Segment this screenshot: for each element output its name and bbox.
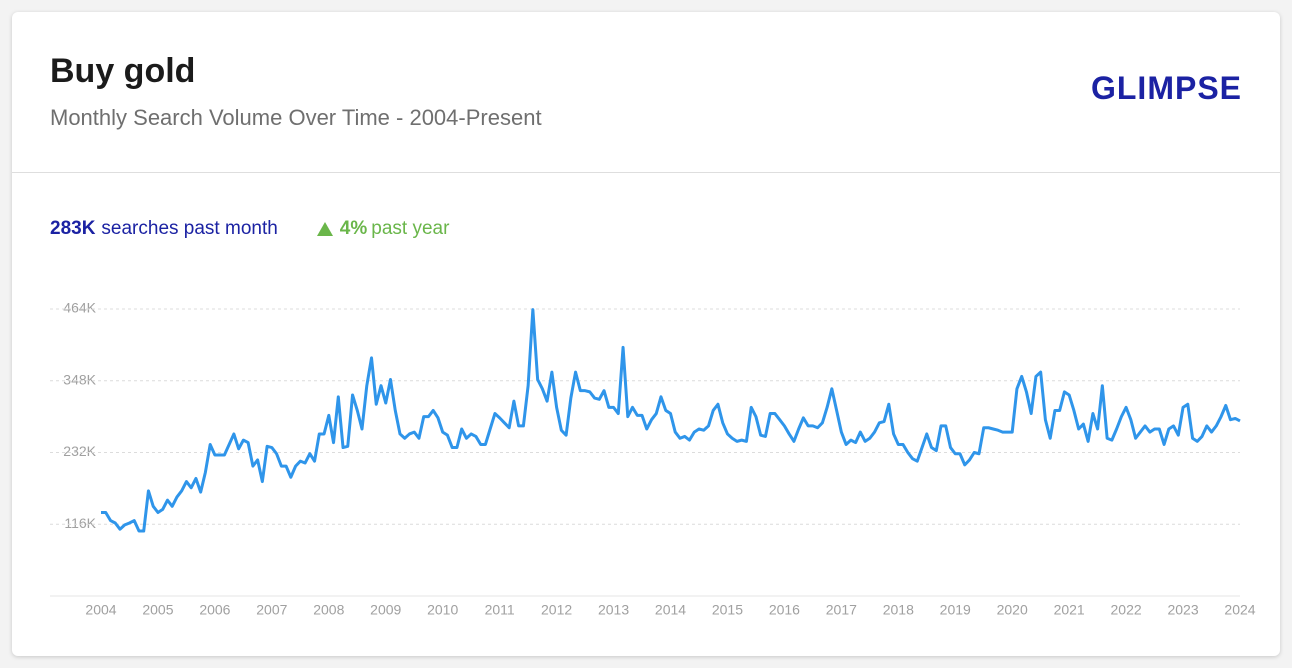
- x-tick-label: 2015: [712, 602, 743, 618]
- series-line: [101, 308, 1241, 533]
- change-value: 4%: [339, 218, 368, 239]
- x-tick-label: 2024: [1224, 602, 1255, 618]
- y-tick-label: 348K: [63, 371, 96, 387]
- x-tick-label: 2012: [541, 602, 572, 618]
- x-tick-label: 2004: [85, 602, 116, 618]
- x-tick-label: 2006: [199, 602, 230, 618]
- chart-subtitle: Monthly Search Volume Over Time - 2004-P…: [50, 105, 542, 130]
- x-tick-label: 2023: [1167, 602, 1198, 618]
- x-tick-label: 2022: [1111, 602, 1142, 618]
- x-tick-label: 2011: [485, 602, 515, 618]
- current-value: 283K: [50, 218, 96, 239]
- y-tick-label: 232K: [63, 443, 96, 459]
- divider: [12, 172, 1280, 173]
- stats: 283K searches past month 4% past year: [50, 218, 449, 240]
- x-tick-label: 2014: [655, 602, 686, 618]
- x-tick-label: 2007: [256, 602, 287, 618]
- x-tick-label: 2013: [598, 602, 629, 618]
- x-tick-label: 2009: [370, 602, 401, 618]
- x-tick-label: 2005: [142, 602, 173, 618]
- x-tick-label: 2019: [940, 602, 971, 618]
- chart-title: Buy gold: [50, 52, 196, 90]
- card: Buy gold Monthly Search Volume Over Time…: [12, 12, 1280, 656]
- y-tick-label: 116K: [64, 515, 96, 531]
- x-tick-label: 2017: [826, 602, 857, 618]
- brand-logo[interactable]: GLIMPSE: [1090, 70, 1242, 106]
- up-arrow: [316, 222, 333, 236]
- x-tick-label: 2010: [427, 602, 458, 618]
- y-tick-label: 464K: [63, 300, 96, 316]
- current-label: searches past month: [101, 218, 278, 239]
- x-tick-label: 2021: [1054, 602, 1085, 618]
- x-tick-label: 2008: [313, 602, 344, 618]
- x-tick-label: 2018: [883, 602, 914, 618]
- x-tick-label: 2016: [769, 602, 800, 618]
- change-label: past year: [371, 218, 450, 239]
- x-tick-label: 2020: [997, 602, 1028, 618]
